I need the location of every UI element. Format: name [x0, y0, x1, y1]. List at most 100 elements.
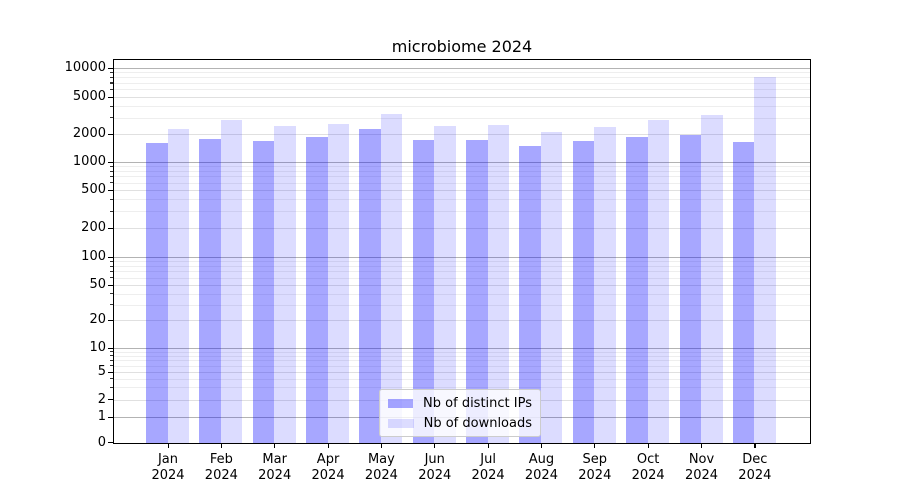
minor-gridline: [114, 182, 810, 184]
x-tick-mark: [167, 443, 169, 448]
legend-row-downloads: Nb of downloads: [388, 416, 532, 431]
y-tick-mark: [108, 347, 113, 349]
minor-gridline: [114, 72, 810, 74]
x-tick-month: Jun: [424, 452, 445, 467]
x-tick-year: 2024: [631, 468, 665, 483]
y-tick-mark: [108, 161, 113, 163]
x-tick-label: May 2024: [349, 452, 413, 484]
bar-distinct-ips: [199, 138, 221, 443]
y-minor-tick-mark: [110, 365, 113, 367]
y-tick-label: 10: [89, 340, 106, 355]
minor-gridline: [114, 266, 810, 267]
x-tick-month: Mar: [262, 452, 287, 467]
x-tick-year: 2024: [471, 468, 505, 483]
x-tick-year: 2024: [418, 468, 452, 483]
bar-distinct-ips: [572, 140, 595, 443]
y-minor-tick-mark: [110, 198, 113, 200]
major-gridline: [114, 68, 810, 69]
minor-gridline: [114, 271, 810, 273]
y-minor-tick-mark: [110, 105, 113, 107]
y-minor-tick-mark: [110, 76, 113, 79]
x-tick-mark: [647, 443, 649, 448]
x-tick-year: 2024: [258, 468, 292, 483]
y-minor-tick-mark: [110, 293, 113, 295]
bar-downloads: [487, 124, 510, 443]
bar-distinct-ips: [466, 140, 488, 443]
y-tick-label: 1: [97, 409, 106, 424]
x-tick-year: 2024: [738, 468, 772, 483]
minor-gridline: [114, 82, 810, 84]
x-tick-label: Nov 2024: [670, 452, 734, 484]
y-minor-tick-mark: [110, 386, 113, 389]
tick-gridline: [114, 372, 810, 373]
y-tick-label: 5000: [72, 89, 106, 104]
x-tick-label: Jan 2024: [136, 452, 200, 484]
minor-gridline: [114, 176, 810, 178]
minor-gridline: [114, 365, 810, 367]
major-gridline: [114, 257, 810, 258]
x-tick-label: Apr 2024: [296, 452, 360, 484]
bar-downloads: [434, 126, 456, 443]
y-minor-tick-mark: [110, 260, 113, 262]
tick-gridline: [114, 285, 810, 286]
y-minor-tick-mark: [110, 277, 113, 279]
y-tick-label: 100: [81, 249, 106, 264]
y-minor-tick-mark: [110, 175, 113, 178]
x-tick-year: 2024: [578, 468, 612, 483]
x-tick-mark: [487, 443, 489, 448]
x-tick-label: Jul 2024: [456, 452, 520, 484]
bar-distinct-ips: [252, 140, 275, 443]
x-tick-year: 2024: [364, 468, 398, 483]
legend-swatch-distinct-ips: [388, 398, 414, 408]
x-tick-year: 2024: [311, 468, 345, 483]
bar-downloads: [380, 113, 403, 443]
x-tick-label: Aug 2024: [509, 452, 573, 484]
x-tick-month: Nov: [688, 452, 715, 467]
legend-label-downloads: Nb of downloads: [423, 415, 532, 431]
y-tick-label: 20: [89, 312, 106, 327]
bar-downloads: [167, 129, 189, 443]
chart-title: microbiome 2024: [391, 37, 533, 56]
y-minor-tick-mark: [110, 88, 113, 91]
x-tick-mark: [327, 443, 329, 448]
y-minor-tick-mark: [110, 359, 113, 362]
y-minor-tick-mark: [110, 170, 113, 172]
minor-gridline: [114, 77, 810, 79]
x-tick-year: 2024: [524, 468, 558, 483]
x-tick-mark: [754, 443, 756, 448]
y-tick-mark: [108, 256, 113, 258]
minor-gridline: [114, 387, 810, 389]
bottom-spine: [113, 442, 811, 444]
x-tick-mark: [274, 443, 276, 448]
y-tick-mark: [108, 227, 113, 229]
y-tick-label: 500: [81, 182, 106, 197]
minor-gridline: [114, 117, 810, 119]
x-tick-label: Feb 2024: [189, 452, 253, 484]
y-tick-mark: [108, 442, 113, 444]
minor-gridline: [114, 378, 810, 380]
bar-downloads: [540, 132, 563, 443]
bar-distinct-ips: [412, 139, 435, 443]
y-tick-mark: [108, 284, 113, 286]
tick-gridline: [114, 320, 810, 321]
x-tick-month: Oct: [636, 452, 660, 467]
x-tick-month: May: [367, 452, 395, 467]
left-spine: [113, 59, 115, 443]
y-tick-mark: [108, 189, 113, 191]
minor-gridline: [114, 89, 810, 91]
minor-gridline: [114, 355, 810, 357]
y-tick-label: 200: [81, 220, 106, 235]
legend-row-distinct-ips: Nb of distinct IPs: [388, 396, 532, 411]
y-tick-label: 10000: [64, 60, 106, 75]
x-tick-month: Jul: [480, 452, 496, 467]
right-spine: [810, 59, 812, 443]
x-tick-month: Sep: [582, 452, 608, 467]
x-tick-year: 2024: [204, 468, 238, 483]
y-tick-mark: [108, 96, 113, 98]
x-tick-year: 2024: [684, 468, 719, 483]
x-tick-month: Aug: [528, 452, 555, 467]
x-tick-mark: [594, 443, 596, 448]
y-tick-label: 50: [89, 277, 106, 292]
x-tick-label: Sep 2024: [563, 452, 627, 484]
tick-gridline: [114, 134, 810, 135]
